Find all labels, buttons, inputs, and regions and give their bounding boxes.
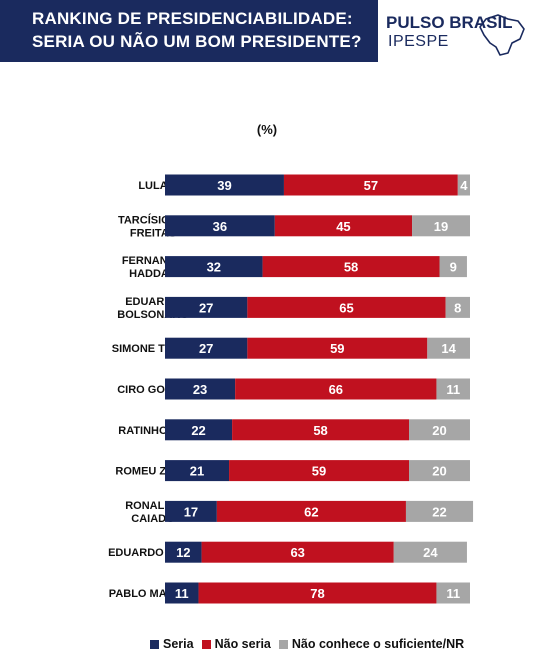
bar-segment: [165, 174, 284, 196]
data-label: 59: [330, 341, 344, 356]
data-label: 20: [432, 423, 446, 438]
data-label: 11: [446, 382, 460, 397]
bar-segment: [439, 256, 467, 278]
bar-segment: [165, 256, 263, 278]
legend-item-nao-seria: Não seria: [201, 637, 271, 651]
data-label: 66: [329, 382, 343, 397]
bar-segment: [235, 378, 437, 400]
legend-item-seria: Seria: [150, 637, 194, 651]
bar-segment: [165, 215, 275, 237]
bar-segment: [262, 256, 440, 278]
data-label: 9: [450, 260, 457, 275]
data-label: 39: [217, 178, 231, 193]
legend-swatch-nao-conhece: [278, 639, 288, 649]
legend: Seria Não seria Não conhece o suficiente…: [150, 637, 472, 651]
legend-label-nao-seria: Não seria: [214, 637, 271, 651]
data-label: 22: [191, 423, 205, 438]
brand-subtitle: IPESPE: [388, 33, 449, 50]
bar-segment: [198, 582, 437, 604]
bar-segment: [247, 337, 428, 359]
unit-label: (%): [256, 122, 278, 137]
bar-segment: [165, 296, 248, 318]
bar-segment: [409, 419, 470, 441]
page-title-line-1: RANKING DE PRESIDENCIABILIDADE:: [32, 9, 353, 28]
data-label: 36: [213, 219, 227, 234]
bar-segment: [409, 460, 470, 482]
category-label: HADDAD: [129, 268, 177, 280]
data-label: 22: [432, 504, 446, 519]
data-label: 23: [193, 382, 207, 397]
category-label: LULA: [138, 180, 167, 192]
data-label: 24: [423, 545, 438, 560]
data-label: 17: [184, 504, 198, 519]
legend-label-nao-conhece: Não conhece o suficiente/NR: [291, 637, 465, 651]
legend-item-nao-conhece: Não conhece o suficiente/NR: [278, 637, 465, 651]
bar-segment: [165, 337, 248, 359]
bar-segment: [247, 296, 446, 318]
data-label: 20: [432, 464, 446, 479]
brand-logo: PULSO BRASIL IPESPE: [386, 13, 526, 57]
bar-segment: [232, 419, 409, 441]
category-label: FREITAS: [130, 227, 176, 239]
bar-segment: [165, 460, 230, 482]
bar-segment: [427, 337, 470, 359]
bar-segment: [165, 582, 199, 604]
data-label: 11: [446, 586, 460, 601]
bar-segment: [457, 174, 470, 196]
data-label: 62: [304, 504, 318, 519]
header: RANKING DE PRESIDENCIABILIDADE: SERIA OU…: [0, 0, 534, 62]
data-label: 27: [199, 341, 213, 356]
category-label: CAIADO: [131, 513, 175, 525]
bar-segment: [165, 419, 233, 441]
bar-segment: [283, 174, 458, 196]
bar-segment: [436, 378, 470, 400]
bar-segment: [445, 296, 470, 318]
data-label: 19: [434, 219, 448, 234]
bar-segment: [412, 215, 470, 237]
bar-segment: [165, 541, 202, 563]
data-label: 14: [441, 341, 456, 356]
data-label: 58: [313, 423, 327, 438]
bar-segment: [274, 215, 413, 237]
data-label: 4: [460, 178, 468, 193]
data-label: 27: [199, 300, 213, 315]
data-label: 57: [364, 178, 378, 193]
bar-segment: [405, 500, 474, 522]
data-label: 8: [454, 300, 461, 315]
data-label: 59: [312, 464, 326, 479]
bar-segment: [165, 500, 217, 522]
data-label: 45: [336, 219, 350, 234]
bar-segment: [216, 500, 406, 522]
data-label: 21: [190, 464, 204, 479]
legend-swatch-nao-seria: [201, 639, 211, 649]
bar-segment: [436, 582, 470, 604]
bar-segment: [393, 541, 467, 563]
title-band: RANKING DE PRESIDENCIABILIDADE: SERIA OU…: [0, 0, 378, 62]
bar-segment: [201, 541, 394, 563]
legend-label-seria: Seria: [163, 637, 194, 651]
data-label: 12: [176, 545, 190, 560]
brazil-map-icon: [479, 14, 525, 56]
data-label: 11: [175, 586, 189, 601]
data-label: 63: [290, 545, 304, 560]
data-label: 65: [339, 300, 353, 315]
page-title-line-2: SERIA OU NÃO UM BOM PRESIDENTE?: [32, 32, 362, 51]
bar-segment: [165, 378, 236, 400]
legend-swatch-seria: [150, 639, 159, 649]
brand-name: PULSO BRASIL: [386, 13, 513, 32]
data-label: 32: [207, 260, 221, 275]
bar-segment: [229, 460, 409, 482]
data-label: 58: [344, 260, 358, 275]
data-label: 78: [310, 586, 324, 601]
